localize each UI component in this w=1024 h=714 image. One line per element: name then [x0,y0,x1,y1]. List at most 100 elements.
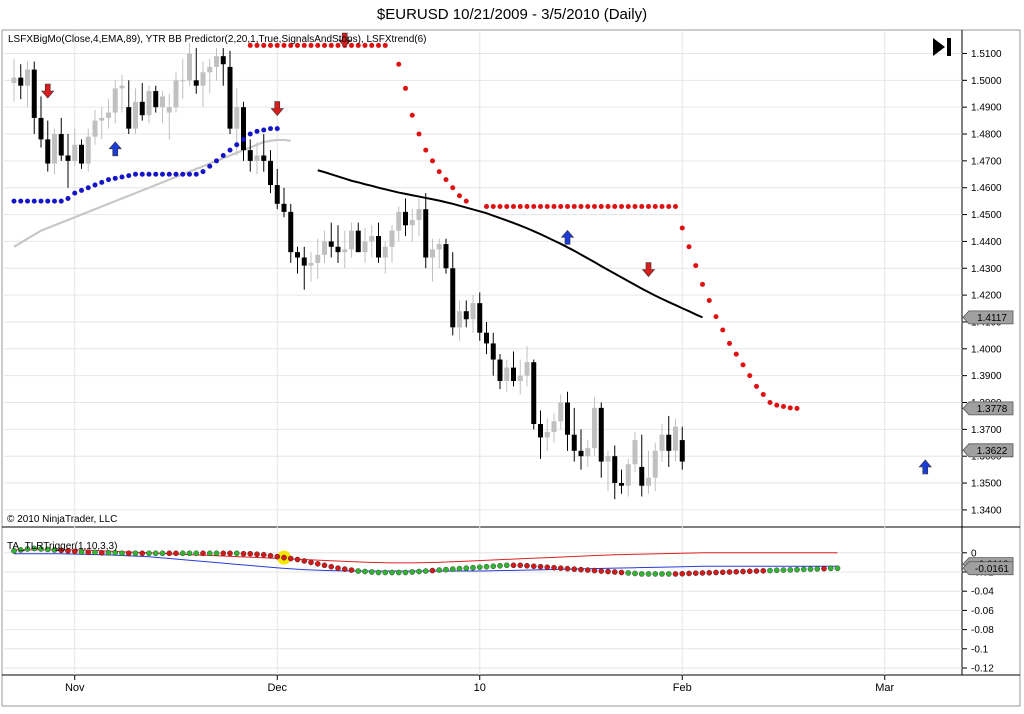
osc-red-dot [341,566,348,572]
indicator-label: LSFXBigMo(Close,4,EMA,89), YTR BB Predic… [8,34,427,45]
candle-body [646,477,651,486]
candle-body [72,144,78,161]
resistance-stop-dot [254,42,260,48]
osc-green-dot [665,571,672,577]
osc-red-dot [139,550,146,557]
osc-green-dot [395,569,402,576]
candle-body [524,362,530,376]
osc-green-dot [159,550,166,557]
osc-green-dot [355,568,362,574]
osc-green-dot [375,569,382,576]
candle-body [139,101,145,116]
skip-end-icon[interactable] [931,36,955,58]
osc-red-dot [605,568,611,575]
candle-body [79,144,84,164]
resistance-stop-dot [457,193,462,199]
support-stop-dot [52,198,57,204]
osc-green-dot [483,563,490,570]
candle-body [497,359,503,382]
osc-green-dot [24,546,31,552]
resistance-stop-dot [686,244,692,250]
candle-body [180,80,186,82]
osc-green-dot [112,550,119,556]
resistance-stop-dot [767,400,773,405]
candle-body [31,69,37,118]
time-axis: Nov Dec 10 Feb Mar [65,675,895,694]
resistance-stop-dot [396,61,402,67]
osc-green-dot [652,571,659,577]
resistance-stop-dot [322,42,327,48]
support-stop-dot [146,171,152,177]
resistance-stop-dot [713,314,719,320]
osc-green-dot [800,566,807,573]
candle-body [38,117,44,140]
support-stop-dot [180,171,186,177]
price-label-tag [962,443,1014,458]
time-tick-label: Feb [673,682,692,694]
resistance-stop-dot [747,373,753,379]
candle-body [409,219,415,226]
osc-green-dot [382,569,389,576]
candle-body [241,107,246,151]
osc-green-dot [456,565,463,572]
resistance-stop-dot [409,112,415,118]
osc-red-dot [65,548,71,554]
resistance-stop-dot [544,204,550,210]
candle-body [558,402,564,422]
resistance-stop-dot [578,204,584,210]
osc-green-dot [807,566,814,572]
osc-red-dot [71,548,78,555]
osc-green-dot [503,562,510,569]
osc-green-dot [78,549,85,555]
osc-green-dot [449,566,456,572]
buy-arrow-icon [108,141,122,157]
candle-body [403,211,408,226]
candle-body [274,185,280,204]
candle-body [65,155,71,161]
osc-red-dot [530,563,537,570]
resistance-stop-dot [679,225,685,231]
candle-body [605,456,611,462]
sell-arrow-icon [641,262,656,278]
osc-red-dot [348,567,355,573]
candle-body [457,311,462,328]
support-stop-dot [126,173,132,179]
osc-green-dot [416,568,422,575]
osc-green-dot [38,546,44,552]
candle-body [531,362,537,424]
candle-body [173,80,179,108]
bigmo-ema-line [317,169,703,319]
resistance-stop-dot [551,204,557,210]
candle-body [85,136,91,164]
candle-body [396,211,402,231]
osc-red-dot [220,550,227,557]
osc-green-dot [92,549,98,556]
resistance-stop-dot [740,362,746,368]
osc-green-dot [11,548,17,554]
candle-body [355,230,361,253]
osc-green-dot [152,550,159,557]
osc-red-dot [301,558,308,564]
candle-body [544,432,550,438]
osc-red-dot [699,570,706,576]
candle-body [382,246,388,258]
candle-body [592,407,597,449]
resistance-stop-dot [511,204,516,210]
osc-red-dot [260,551,267,558]
sell-arrow-icon [338,32,352,48]
sell-arrow-icon [270,101,284,116]
osc-red-dot [740,568,746,575]
osc-tick-label: -0.08 [971,625,994,636]
osc-red-dot [294,556,301,563]
osc-red-dot [706,569,713,576]
resistance-stop-dot [639,204,645,210]
resistance-stop-dot [295,42,300,48]
osc-red-dot [618,569,625,576]
osc-red-dot [557,565,564,571]
osc-red-dot [166,550,173,557]
resistance-stop-dot [625,204,631,210]
osc-green-dot [476,564,483,571]
resistance-stop-dot [592,204,597,210]
candle-body [328,241,334,247]
osc-green-dot [787,567,794,573]
